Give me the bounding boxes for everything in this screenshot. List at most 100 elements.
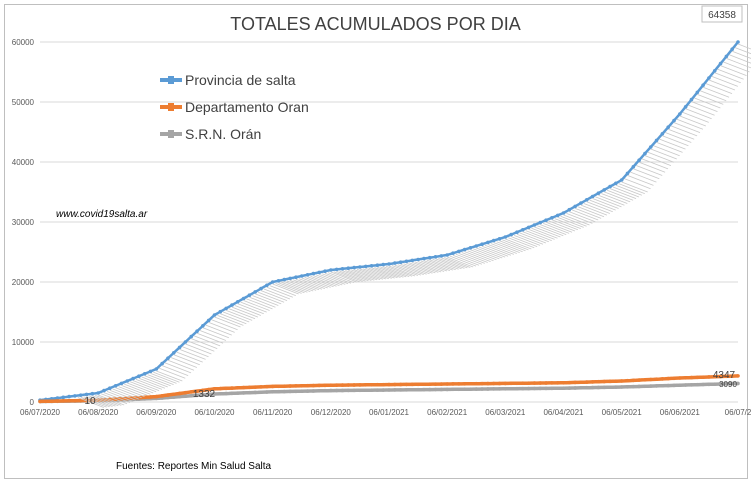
label-leader — [641, 158, 669, 170]
data-point-1 — [468, 381, 473, 386]
label-leader — [211, 319, 238, 331]
label-leader — [653, 145, 680, 157]
data-point-0 — [323, 269, 327, 274]
data-point-1 — [259, 385, 263, 389]
data-point-2 — [573, 386, 577, 390]
data-point-2 — [270, 390, 275, 394]
label-leader — [438, 257, 465, 269]
data-point-1 — [550, 381, 554, 385]
label-leader — [452, 254, 480, 266]
data-point-0 — [515, 230, 519, 234]
data-point-2 — [538, 386, 543, 391]
data-point-0 — [672, 118, 676, 123]
data-point-0 — [619, 178, 624, 182]
x-tick-label: 06/09/2020 — [136, 408, 177, 417]
data-point-1 — [171, 392, 176, 397]
label-leader — [522, 231, 549, 243]
legend: Provincia de salta Departamento Oran S.R… — [160, 66, 309, 147]
label-leader — [89, 395, 116, 407]
data-point-2 — [474, 387, 479, 391]
data-point-2 — [619, 385, 624, 389]
label-leader — [199, 330, 227, 341]
label-leader — [371, 267, 398, 279]
data-point-0 — [474, 244, 479, 248]
data-point-0 — [695, 90, 700, 95]
data-point-1 — [509, 381, 513, 386]
label-leader — [383, 266, 410, 277]
data-point-2 — [579, 386, 583, 390]
data-point-0 — [381, 262, 385, 267]
x-tick-label: 06/11/2020 — [253, 408, 293, 417]
data-point-0 — [451, 251, 455, 255]
data-point-1 — [253, 385, 258, 389]
data-point-1 — [520, 381, 525, 386]
label-leader — [621, 181, 648, 193]
label-leader — [295, 278, 323, 290]
data-point-2 — [189, 393, 194, 398]
data-point-0 — [398, 260, 403, 265]
label-leader — [502, 239, 529, 251]
data-point-0 — [358, 265, 362, 269]
label-leader — [467, 250, 494, 262]
label-leader — [737, 43, 751, 50]
data-point-0 — [119, 381, 124, 386]
label-leader — [557, 217, 584, 228]
label-leader — [127, 382, 154, 394]
annotation-label: 3090 — [719, 380, 737, 389]
data-point-2 — [678, 383, 682, 388]
y-tick-label: 40000 — [12, 158, 35, 167]
data-point-1 — [701, 375, 705, 379]
label-leader — [98, 394, 125, 406]
x-tick-label: 06/06/2021 — [660, 408, 701, 417]
label-leader — [519, 232, 547, 244]
label-leader — [606, 189, 634, 201]
data-point-0 — [96, 391, 100, 395]
label-leader — [220, 313, 247, 325]
label-leader — [601, 193, 628, 204]
data-point-0 — [369, 264, 374, 268]
data-point-1 — [305, 383, 310, 388]
data-point-1 — [660, 377, 665, 381]
data-point-0 — [387, 262, 391, 266]
data-point-1 — [230, 386, 234, 390]
data-point-2 — [224, 391, 228, 396]
label-leader — [572, 209, 599, 221]
label-leader — [615, 184, 642, 196]
data-point-1 — [602, 379, 607, 384]
data-point-2 — [381, 388, 385, 392]
data-point-1 — [363, 383, 368, 387]
label-leader — [321, 273, 349, 285]
data-point-2 — [637, 384, 641, 389]
label-leader — [490, 243, 517, 254]
data-point-0 — [689, 97, 694, 102]
y-tick-label: 50000 — [12, 98, 35, 107]
label-leader — [711, 76, 738, 87]
data-point-0 — [235, 300, 240, 304]
data-point-1 — [631, 378, 636, 383]
label-leader — [130, 381, 157, 393]
data-point-0 — [468, 246, 473, 250]
data-point-1 — [625, 378, 630, 383]
label-leader — [263, 288, 291, 300]
label-leader — [109, 389, 136, 401]
legend-item-departamento: Departamento Oran — [160, 93, 309, 120]
data-point-2 — [666, 383, 670, 388]
data-point-2 — [393, 388, 397, 392]
data-point-0 — [608, 184, 612, 189]
data-point-1 — [201, 388, 205, 393]
label-leader — [289, 280, 317, 291]
label-leader — [691, 101, 718, 112]
label-leader — [164, 362, 192, 374]
data-point-2 — [416, 387, 420, 392]
label-leader — [540, 224, 567, 235]
data-point-0 — [55, 396, 60, 400]
label-leader — [135, 379, 163, 390]
label-leader — [717, 68, 744, 80]
label-leader — [499, 240, 526, 252]
data-point-0 — [590, 194, 595, 199]
y-tick-label: 10000 — [12, 338, 35, 347]
label-leader — [700, 90, 727, 102]
data-point-0 — [404, 259, 409, 264]
label-leader — [647, 151, 674, 163]
